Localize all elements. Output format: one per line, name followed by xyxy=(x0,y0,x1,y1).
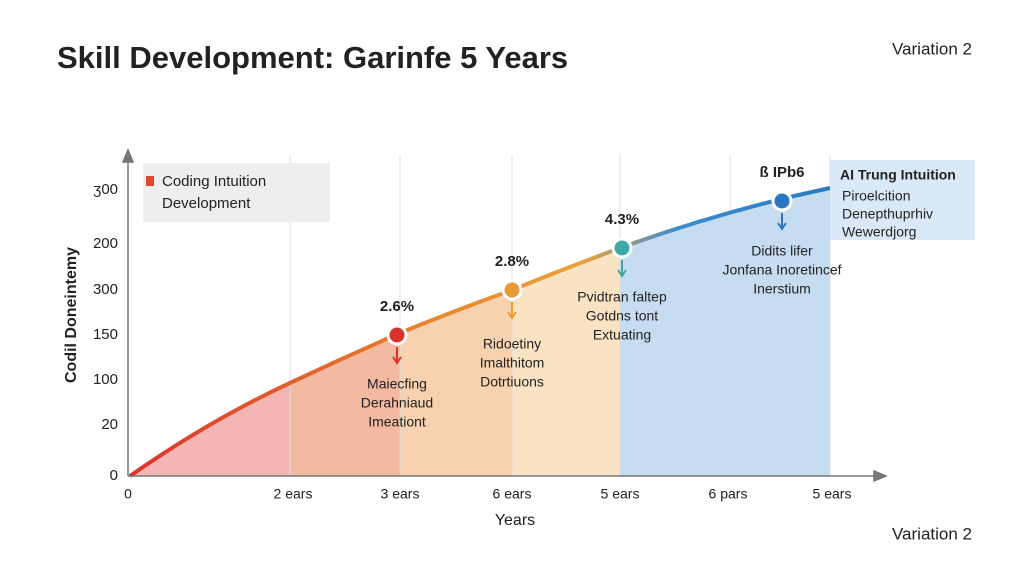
legend-text: Piroelcition xyxy=(842,188,910,204)
point-note: Gotdns tont xyxy=(586,308,658,324)
point-note: Dotrtiuons xyxy=(480,374,544,390)
point-note: Pvidtran faltep xyxy=(577,289,667,305)
legend-text: Development xyxy=(162,195,251,212)
point-label: 2.6% xyxy=(380,298,414,315)
arrow xyxy=(392,347,402,365)
y-tick-label: 20 xyxy=(101,416,118,433)
areas xyxy=(130,188,830,476)
x-tick-label: 5 ears xyxy=(813,486,852,502)
y-tick-label: 0 xyxy=(110,467,118,484)
point-note: Imeationt xyxy=(368,414,426,430)
x-tick-label: 0 xyxy=(124,486,132,502)
y-tick-label: 300 xyxy=(93,281,118,298)
curve xyxy=(128,186,831,478)
legend-box xyxy=(143,163,330,222)
arrow xyxy=(777,213,787,231)
x-tick-label: 5 ears xyxy=(601,486,640,502)
point xyxy=(501,279,523,301)
point-note: Inerstium xyxy=(753,281,811,297)
point-label: 2.8% xyxy=(495,253,529,270)
y-tick-label: 150 xyxy=(93,326,118,343)
point-note: Ridoetiny xyxy=(483,336,541,352)
point xyxy=(771,190,793,212)
x-axis-title: Years xyxy=(495,512,535,529)
y-tick-label: ʒ00 xyxy=(93,181,118,198)
point xyxy=(386,324,408,346)
point-note: Maiecfing xyxy=(367,376,427,392)
title: Skill Development: Garinfe 5 Years xyxy=(57,40,568,75)
x-tick-label: 3 ears xyxy=(381,486,420,502)
point-note: Didits lifer xyxy=(751,243,813,259)
point-label: 4.3% xyxy=(605,211,639,228)
arrow xyxy=(507,302,517,320)
point-note: Imalthitom xyxy=(480,355,545,371)
point-note: Extuating xyxy=(593,327,651,343)
y-tick-label: 200 xyxy=(93,235,118,252)
legend-text: Denepthuprhiv xyxy=(842,206,933,222)
legend-text: Coding Intuition xyxy=(162,173,266,190)
point-note: Derahniaud xyxy=(361,395,433,411)
x-tick-label: 6 pars xyxy=(709,486,748,502)
axes xyxy=(121,148,888,483)
x-tick-label: 6 ears xyxy=(493,486,532,502)
variation-label: Variation 2 xyxy=(892,524,972,543)
variation-label: Variation 2 xyxy=(892,39,972,58)
y-tick-label: 100 xyxy=(93,371,118,388)
y-axis-title: Codil Doneintemy xyxy=(63,247,80,383)
point-note: Jonfana Inoretincef xyxy=(722,262,841,278)
point xyxy=(611,237,633,259)
legend-box xyxy=(830,160,975,240)
arrow xyxy=(617,260,627,278)
x-tick-label: 2 ears xyxy=(274,486,313,502)
point-label: ß IPb6 xyxy=(759,164,804,181)
legend-title: AI Trung Intuition xyxy=(840,167,956,183)
legend-text: Wewerdjorg xyxy=(842,224,916,240)
legend-swatch xyxy=(146,176,154,186)
